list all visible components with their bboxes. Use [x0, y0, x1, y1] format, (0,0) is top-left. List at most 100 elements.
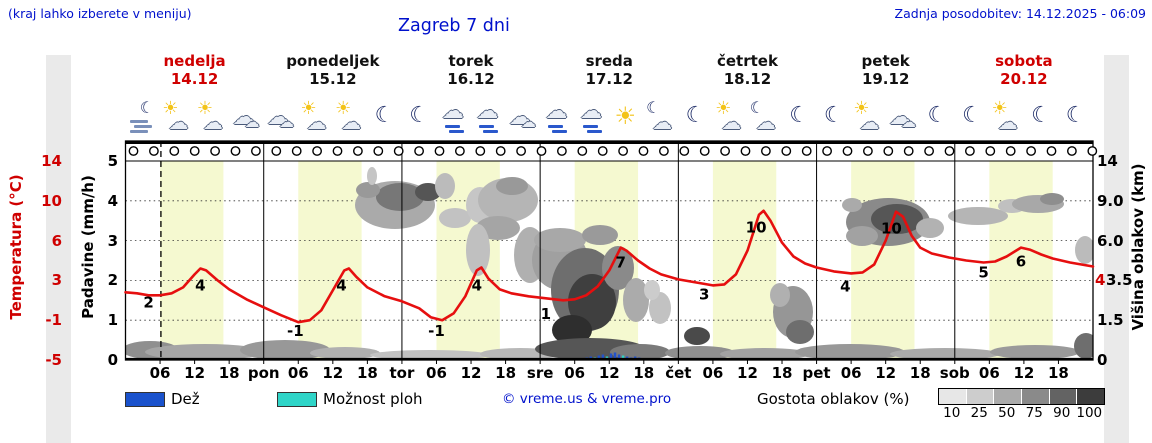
time-label: 12	[875, 364, 897, 382]
cloud-height-tick: 0	[1097, 351, 1108, 369]
symbol-circle	[822, 146, 832, 156]
rain-bar	[613, 352, 617, 360]
moon-icon: ☾	[921, 100, 955, 138]
time-label: pon	[247, 364, 280, 382]
symbol-circle	[516, 146, 526, 156]
moon-glyph: ☾	[646, 98, 661, 117]
cloud-blob	[649, 292, 671, 324]
rain-legend-label: Dež	[171, 390, 200, 408]
day-date: 18.12	[723, 70, 772, 88]
day-name: torek	[448, 52, 494, 70]
fog-moon-icon: ☾	[126, 100, 160, 138]
cloud-blob	[1040, 193, 1064, 205]
cloud-blob	[415, 183, 441, 201]
time-label: 18	[771, 364, 793, 382]
time-label: 06	[840, 364, 862, 382]
symbol-circle	[781, 146, 792, 156]
moon-glyph: ☾	[409, 103, 429, 128]
cloud-blob	[1075, 236, 1093, 264]
daylight-band	[160, 161, 224, 360]
curve-value-label: 5	[978, 263, 988, 281]
rain-bar	[601, 354, 605, 360]
symbol-circle	[638, 146, 649, 156]
symbol-circle	[842, 146, 853, 156]
precip-tick: 0	[107, 351, 118, 369]
cloud-glyph: ☁	[755, 110, 776, 134]
symbol-circle	[169, 146, 180, 156]
curve-value-label: 1	[541, 305, 551, 323]
time-label: sob	[939, 364, 970, 382]
moon-glyph: ☾	[823, 103, 844, 128]
copyright-link[interactable]: © vreme.us & vreme.pro	[502, 391, 672, 407]
rain-bar	[448, 130, 464, 133]
symbol-circle	[577, 146, 588, 156]
cloud-blob	[534, 228, 586, 252]
cloud-height-tick: 14	[1097, 152, 1118, 170]
symbol-circle	[495, 146, 506, 156]
moon-icon: ☾	[817, 100, 851, 138]
density-number: 25	[970, 405, 988, 421]
precip-tick: 4	[107, 191, 118, 210]
cloud-glyph: ☁	[202, 110, 223, 134]
fog-bar	[133, 125, 152, 128]
day-header: četrtek 18.12	[687, 52, 807, 88]
time-label: sre	[526, 364, 554, 382]
symbol-circle	[679, 146, 690, 156]
cloud-glyph: ☁	[266, 105, 289, 130]
rain-legend-swatch	[125, 392, 165, 407]
cloud-blob	[623, 278, 649, 322]
curve-value-label: 10	[746, 219, 767, 237]
time-label: 12	[184, 364, 206, 382]
symbol-circle	[352, 146, 363, 156]
moon-glyph: ☾	[749, 98, 765, 117]
density-segment-100	[1077, 389, 1105, 404]
cloud-blob	[842, 198, 862, 212]
sun-glyph: ☀	[715, 98, 732, 119]
sun-cloud-icon: ☀ ☁	[851, 100, 885, 138]
cloud-height-tick: 9.0	[1097, 191, 1124, 210]
daylight-band	[298, 161, 362, 360]
time-label: 06	[564, 364, 586, 382]
moon-icon: ☾	[1059, 100, 1093, 138]
cloud-blob	[435, 173, 455, 199]
rain-bar	[609, 353, 613, 360]
cloud-moon-icon: ☾ ☁	[748, 100, 782, 138]
rain-icon: ☁	[575, 100, 609, 138]
cloud-blob	[568, 274, 616, 330]
moon-icon: ☾	[402, 100, 436, 138]
day-name: nedelja	[163, 52, 226, 70]
cloud-blob	[367, 167, 377, 185]
temp-tick: -5	[45, 351, 62, 369]
cloud-blob	[795, 344, 905, 360]
symbol-circle	[761, 146, 771, 156]
sun-glyph: ☀	[614, 102, 637, 130]
sun-cloud-icon: ☀ ☁	[333, 100, 367, 138]
cloud-glyph: ☁	[476, 99, 499, 124]
curve-value-label: -1	[287, 322, 304, 340]
rain-bar	[548, 125, 564, 128]
sun-icon: ☀	[610, 100, 644, 138]
time-label: 06	[149, 364, 171, 382]
rain-icon: ☁	[471, 100, 505, 138]
cloud-glyph: ☁	[508, 105, 531, 130]
temp-tick: 14	[41, 152, 62, 170]
symbol-circle	[332, 146, 343, 156]
cloud-blob	[240, 340, 330, 360]
page-title: Zagreb 7 dni	[398, 16, 510, 36]
cloud-blob	[602, 246, 634, 290]
cloud-glyph: ☁	[859, 110, 880, 134]
symbol-circle	[230, 146, 241, 156]
symbol-circle	[373, 146, 384, 156]
cloud-density-scale-bar	[938, 388, 1105, 405]
cloud-blob	[370, 350, 490, 360]
curve-value-label: 4	[195, 276, 205, 294]
density-number: 50	[998, 405, 1016, 421]
sun-cloud-icon: ☀ ☁	[195, 100, 229, 138]
time-label: 12	[598, 364, 620, 382]
moon-glyph: ☾	[962, 103, 982, 128]
moon-glyph: ☾	[685, 103, 706, 128]
symbol-circle	[965, 146, 975, 156]
day-date: 17.12	[585, 70, 633, 88]
rain-bar	[621, 355, 625, 360]
sun-cloud-icon: ☀ ☁	[990, 100, 1024, 138]
